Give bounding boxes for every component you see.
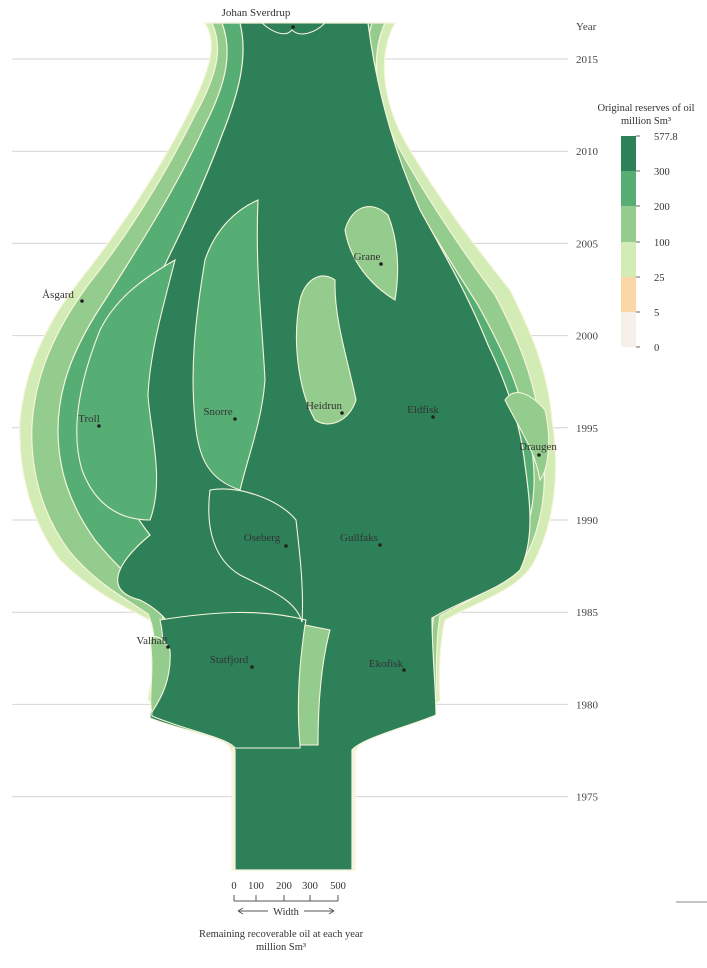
field-dot xyxy=(284,544,288,548)
year-tick-1975: 1975 xyxy=(576,792,599,804)
lane-grane xyxy=(344,206,399,301)
field-label: Statfjord xyxy=(210,654,249,666)
width-tick-label: 100 xyxy=(248,881,264,892)
field-dot xyxy=(537,453,541,457)
legend-swatch xyxy=(621,312,636,347)
stream-bands xyxy=(19,22,557,871)
lane-troll xyxy=(76,258,176,521)
field-labels: Johan Sverdrup Åsgard Grane Troll Snorre Heid… xyxy=(42,7,557,672)
field-dot xyxy=(80,299,84,303)
legend-label: 100 xyxy=(654,238,670,249)
width-tick-label: 500 xyxy=(330,881,346,892)
field-dot xyxy=(233,417,237,421)
lane-draugen xyxy=(504,392,550,482)
year-tick-2000: 2000 xyxy=(576,331,599,343)
width-caption-line2: million Sm³ xyxy=(256,942,306,953)
legend-swatch xyxy=(621,277,636,312)
year-tick-1990: 1990 xyxy=(576,515,599,527)
legend-swatch xyxy=(621,206,636,242)
field-dot xyxy=(340,411,344,415)
field-dot xyxy=(379,262,383,266)
legend-label: 577.8 xyxy=(654,132,678,143)
legend: Original reserves of oil million Sm³ 577… xyxy=(597,103,694,354)
legend-label: 5 xyxy=(654,308,659,319)
field-label: Gullfaks xyxy=(340,532,378,544)
arrow-left-icon xyxy=(237,907,268,915)
year-tick-1980: 1980 xyxy=(576,699,599,711)
field-label: Troll xyxy=(78,413,100,425)
year-tick-1985: 1985 xyxy=(576,607,599,619)
width-tick-label: 0 xyxy=(231,881,236,892)
legend-swatch xyxy=(621,242,636,277)
field-dot xyxy=(166,645,170,649)
field-label: Oseberg xyxy=(244,532,281,544)
arrow-right-icon xyxy=(304,907,335,915)
field-label: Heidrun xyxy=(306,400,343,412)
width-tick-label: 200 xyxy=(276,881,292,892)
field-label: Draugen xyxy=(519,441,557,453)
year-tick-2005: 2005 xyxy=(576,238,599,250)
legend-title-line2: million Sm³ xyxy=(621,116,671,127)
legend-label: 0 xyxy=(654,343,659,354)
legend-swatch xyxy=(621,136,636,171)
field-label: Johan Sverdrup xyxy=(222,7,291,19)
width-tick-label: 300 xyxy=(302,881,318,892)
legend-swatch xyxy=(621,171,636,206)
lane-valhall xyxy=(149,636,171,714)
year-tick-2015: 2015 xyxy=(576,54,599,66)
lane-snorre xyxy=(192,199,266,491)
lane-statfjord xyxy=(151,611,307,749)
lane-ekofisk-edge xyxy=(297,624,331,746)
year-tick-1995: 1995 xyxy=(576,423,599,435)
lane-heidrun xyxy=(296,275,357,425)
field-label: Ekofisk xyxy=(369,658,404,670)
lane-oseberg xyxy=(208,488,304,623)
legend-label: 200 xyxy=(654,202,670,213)
field-label: Åsgard xyxy=(42,289,74,301)
field-label: Snorre xyxy=(203,406,232,418)
width-scale: Width Remaining recoverable oil at each … xyxy=(199,881,364,953)
width-arrow-label: Width xyxy=(273,907,300,918)
width-caption-line1: Remaining recoverable oil at each year xyxy=(199,929,364,940)
field-dot xyxy=(97,424,101,428)
legend-label: 25 xyxy=(654,273,665,284)
field-label: Valhall xyxy=(136,635,167,647)
field-dot xyxy=(431,415,435,419)
year-axis: Year 1975 1980 1985 1990 1995 2000 2005 2010 201… xyxy=(576,21,599,804)
field-label: Grane xyxy=(354,251,381,263)
field-dot xyxy=(250,665,254,669)
year-axis-title: Year xyxy=(576,21,597,33)
legend-title-line1: Original reserves of oil xyxy=(597,103,694,114)
field-dot xyxy=(402,668,406,672)
field-dot xyxy=(291,25,295,29)
legend-label: 300 xyxy=(654,167,670,178)
year-tick-2010: 2010 xyxy=(576,146,599,158)
field-label: Eldfisk xyxy=(407,404,439,416)
field-dot xyxy=(378,543,382,547)
